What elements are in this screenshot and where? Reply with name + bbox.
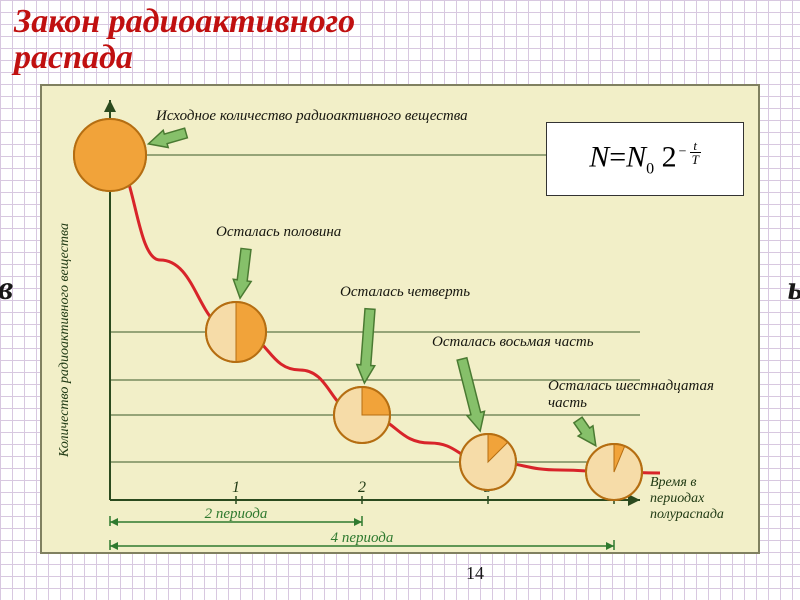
svg-text:Время в: Время в xyxy=(650,475,696,490)
svg-text:2 периода: 2 периода xyxy=(205,506,268,522)
svg-text:1: 1 xyxy=(232,479,240,496)
svg-text:Осталась восьмая часть: Осталась восьмая часть xyxy=(432,334,594,350)
decay-chart: 1234Время впериодахполураспадаКоличество… xyxy=(0,0,800,600)
svg-text:Осталась четверть: Осталась четверть xyxy=(340,284,470,300)
formula-text: N=N0 2−tT xyxy=(589,139,701,179)
svg-text:4 периода: 4 периода xyxy=(331,530,394,546)
page-number: 14 xyxy=(466,563,484,584)
svg-text:2: 2 xyxy=(358,479,366,496)
svg-text:Осталась половина: Осталась половина xyxy=(216,224,341,240)
svg-text:Осталась шестнадцатая: Осталась шестнадцатая xyxy=(548,378,714,394)
svg-text:часть: часть xyxy=(548,395,587,411)
svg-text:Исходное количество радиоактив: Исходное количество радиоактивного вещес… xyxy=(155,108,468,124)
formula-box: N=N0 2−tT xyxy=(546,122,744,196)
svg-text:полураспада: полураспада xyxy=(650,507,724,522)
svg-text:Количество радиоактивного веще: Количество радиоактивного вещества xyxy=(57,223,72,458)
svg-text:периодах: периодах xyxy=(650,491,705,506)
page-number-value: 14 xyxy=(466,563,484,583)
